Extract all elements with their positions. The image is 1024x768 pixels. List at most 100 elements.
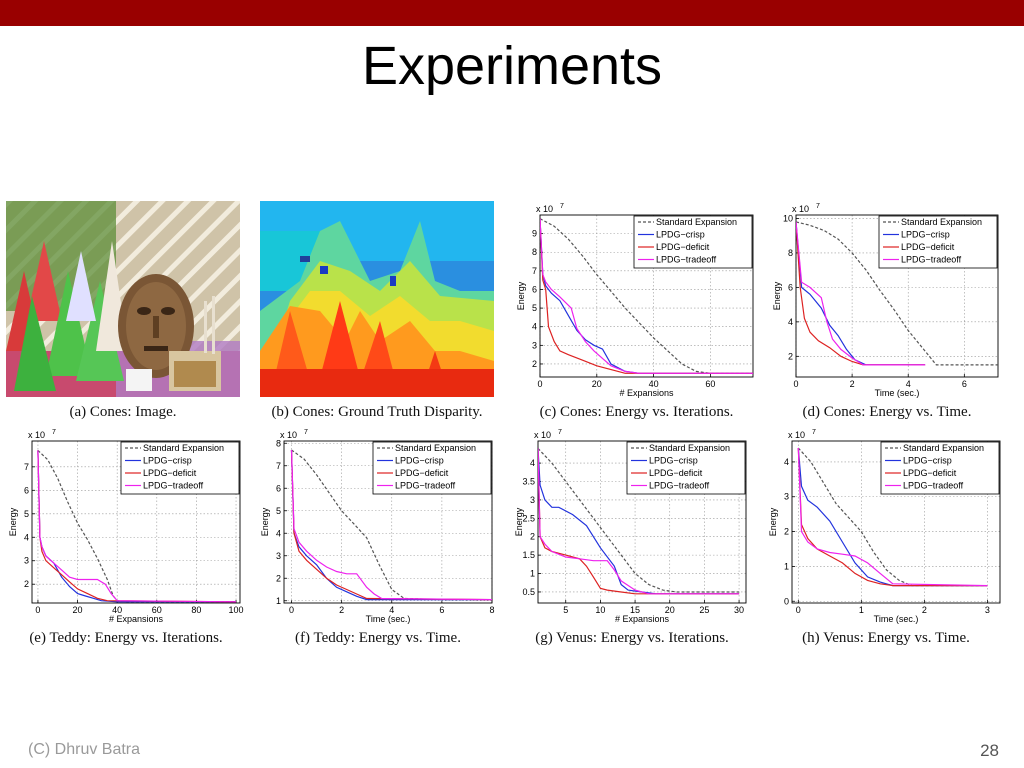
chart-panel-e: 0 20 40 60 80 100 2 3 4 5 6 7 x 10 7 # Expansions Energ… xyxy=(6,427,246,625)
legend-label: LPDG−tradeoff xyxy=(143,481,204,491)
legend-label: LPDG−deficit xyxy=(903,468,957,478)
x-axis-label: Time (sec.) xyxy=(366,614,411,624)
legend-label: Standard Expansion xyxy=(649,443,730,453)
y-tick-label: 1 xyxy=(530,569,535,579)
x-axis-label: # Expansions xyxy=(615,614,670,624)
chart-panel-g: 5 10 15 20 25 30 0.5 1 1.5 2 2.5 3 3.5 4 x 10 7 # Expans… xyxy=(512,427,752,625)
disparity-map xyxy=(260,201,494,397)
x-tick-label: 2 xyxy=(339,605,344,615)
x-axis-label: # Expansions xyxy=(109,614,164,624)
series-line xyxy=(540,218,753,374)
plot-frame xyxy=(791,440,1001,604)
slide-title: Experiments xyxy=(361,36,663,96)
plot-frame xyxy=(537,440,747,604)
x-tick-label: 6 xyxy=(962,379,967,389)
y-tick-label: 3 xyxy=(24,556,29,566)
x-tick-label: 1 xyxy=(859,605,864,615)
x-tick-label: 0 xyxy=(796,605,801,615)
legend-label: LPDG−deficit xyxy=(656,242,710,252)
series-line xyxy=(540,218,753,374)
caption-f: (f) Teddy: Energy vs. Time. xyxy=(295,630,461,646)
legend-label: LPDG−tradeoff xyxy=(656,255,717,265)
top-accent-bar xyxy=(0,0,1024,26)
y-tick-label: 3 xyxy=(784,492,789,502)
y-tick-label: 7 xyxy=(24,462,29,472)
y-multiplier-label: x 10 xyxy=(280,430,297,440)
y-tick-label: 3.5 xyxy=(522,477,535,487)
y-tick-label: 2 xyxy=(530,532,535,542)
x-tick-label: 40 xyxy=(649,379,659,389)
caption-b: (b) Cones: Ground Truth Disparity. xyxy=(271,404,483,420)
x-tick-label: 6 xyxy=(439,605,444,615)
series-line xyxy=(538,448,740,595)
x-tick-label: 3 xyxy=(985,605,990,615)
chart-e: 0 20 40 60 80 100 2 3 4 5 6 7 x 10 7 # Expansions Energ… xyxy=(8,429,244,624)
footer-credit: (C) Dhruv Batra xyxy=(28,741,141,758)
y-tick-label: 4 xyxy=(788,317,793,327)
y-tick-label: 7 xyxy=(532,266,537,276)
chart-panel-c: 0 20 40 60 2 3 4 5 6 7 8 9 x 10 7 # Expansions Energy St… xyxy=(514,201,759,399)
y-tick-label: 2 xyxy=(24,579,29,589)
caption-e: (e) Teddy: Energy vs. Iterations. xyxy=(29,630,223,646)
y-tick-label: 3 xyxy=(530,495,535,505)
chart-c: 0 20 40 60 2 3 4 5 6 7 8 9 x 10 7 # Expansions Energy St… xyxy=(516,203,754,398)
chart-panel-h: 0 1 2 3 0 1 2 3 4 x 10 7 Time (sec.) Energy Standard … xyxy=(766,427,1006,625)
y-tick-label: 1 xyxy=(784,561,789,571)
legend-label: LPDG−crisp xyxy=(903,456,952,466)
x-tick-label: 80 xyxy=(191,605,201,615)
y-tick-label: 8 xyxy=(532,247,537,257)
legend-label: LPDG−deficit xyxy=(901,242,955,252)
legend-label: LPDG−crisp xyxy=(143,456,192,466)
page-number: 28 xyxy=(980,741,999,760)
y-tick-label: 5 xyxy=(24,509,29,519)
y-tick-label: 2 xyxy=(276,573,281,583)
x-axis-label: Time (sec.) xyxy=(874,614,919,624)
caption-h: (h) Venus: Energy vs. Time. xyxy=(802,630,970,646)
caption-c: (c) Cones: Energy vs. Iterations. xyxy=(539,404,734,420)
y-multiplier-exponent: 7 xyxy=(304,429,308,436)
y-axis-label: Energy xyxy=(260,507,270,536)
series-line xyxy=(538,448,740,595)
y-multiplier-exponent: 7 xyxy=(816,203,820,210)
x-tick-label: 2 xyxy=(850,379,855,389)
y-axis-label: Energy xyxy=(8,507,18,536)
y-multiplier-label: x 10 xyxy=(788,430,805,440)
y-tick-label: 3 xyxy=(532,340,537,350)
y-tick-label: 8 xyxy=(276,438,281,448)
chart-h: 0 1 2 3 0 1 2 3 4 x 10 7 Time (sec.) Energy Standard … xyxy=(768,429,1001,624)
chart-d: 0 2 4 6 2 4 6 8 10x 10 7 Time (sec.) Energy Standard… xyxy=(772,203,999,398)
disparity-map-image xyxy=(260,201,494,397)
caption-d: (d) Cones: Energy vs. Time. xyxy=(802,404,972,420)
y-tick-label: 2 xyxy=(532,359,537,369)
y-axis-label: Energy xyxy=(768,507,778,536)
series-line xyxy=(796,221,926,366)
y-tick-label: 0 xyxy=(784,596,789,606)
series-line xyxy=(797,447,988,587)
y-axis-label: Energy xyxy=(516,281,526,310)
y-tick-label: 6 xyxy=(532,284,537,294)
x-tick-label: 25 xyxy=(699,605,709,615)
x-tick-label: 20 xyxy=(592,379,602,389)
series-line xyxy=(796,221,926,366)
chart-g: 5 10 15 20 25 30 0.5 1 1.5 2 2.5 3 3.5 4 x 10 7 # Expans… xyxy=(514,429,747,624)
x-tick-label: 4 xyxy=(906,379,911,389)
legend-label: LPDG−tradeoff xyxy=(901,255,962,265)
series-line xyxy=(290,449,492,601)
legend-label: LPDG−crisp xyxy=(656,230,705,240)
x-tick-label: 0 xyxy=(289,605,294,615)
y-tick-label: 4 xyxy=(784,457,789,467)
x-tick-label: 5 xyxy=(563,605,568,615)
x-tick-label: 30 xyxy=(734,605,744,615)
plot-frame xyxy=(795,214,999,378)
y-tick-label: 2 xyxy=(784,527,789,537)
legend-label: LPDG−crisp xyxy=(395,456,444,466)
y-multiplier-exponent: 7 xyxy=(560,203,564,210)
x-tick-label: 60 xyxy=(152,605,162,615)
y-tick-label: 4 xyxy=(532,322,537,332)
legend-label: LPDG−deficit xyxy=(143,468,197,478)
caption-a: (a) Cones: Image. xyxy=(69,404,177,420)
legend-label: LPDG−crisp xyxy=(649,456,698,466)
y-tick-label: 4 xyxy=(24,532,29,542)
y-tick-label: 7 xyxy=(276,461,281,471)
legend-label: LPDG−crisp xyxy=(901,230,950,240)
